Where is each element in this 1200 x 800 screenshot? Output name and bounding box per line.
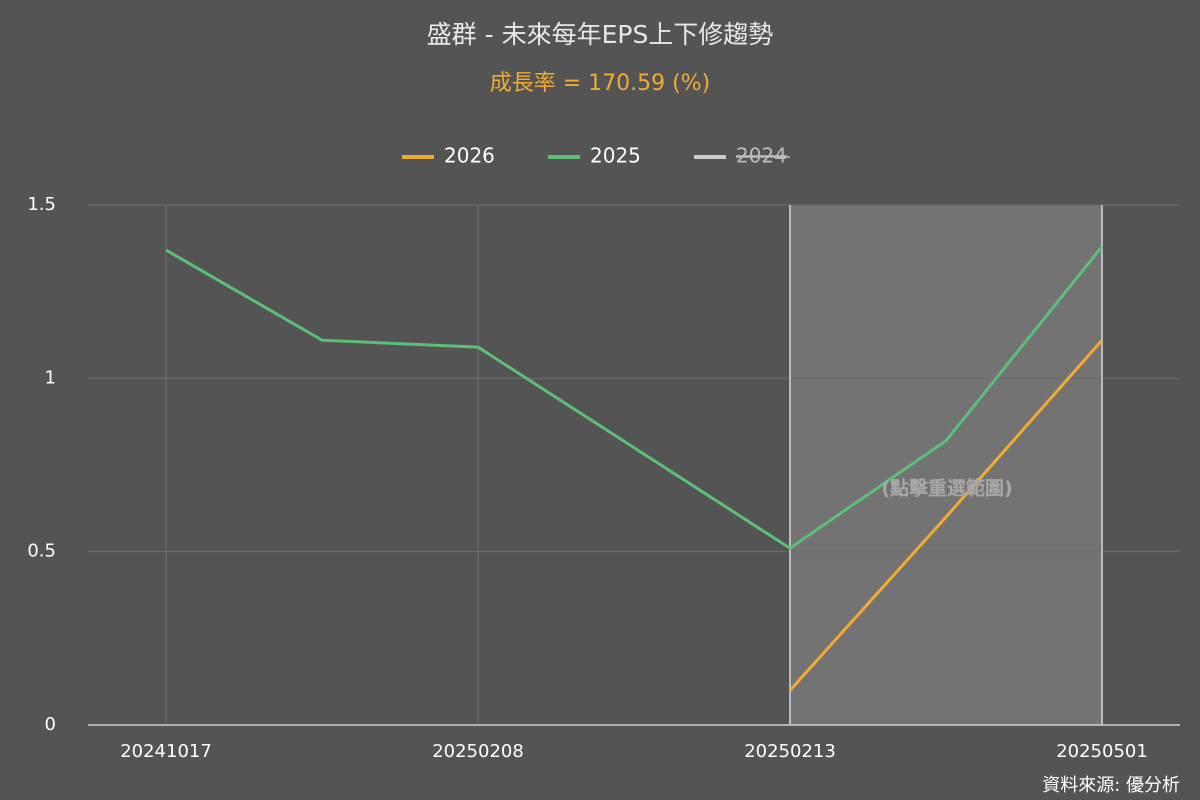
y-tick-label: 0.5 <box>27 541 56 562</box>
x-tick-label: 20250501 <box>1056 741 1148 762</box>
legend-label[interactable]: 2026 <box>444 144 495 168</box>
selection-label[interactable]: (點擊重選範圍) <box>881 477 1012 500</box>
x-tick-label: 20241017 <box>120 741 212 762</box>
y-tick-label: 1.5 <box>27 194 56 215</box>
legend-label[interactable]: 2025 <box>590 144 641 168</box>
y-tick-label: 0 <box>45 714 56 735</box>
source-note: 資料來源: 優分析 <box>1042 775 1180 796</box>
series-line <box>788 339 1104 692</box>
y-tick-label: 1 <box>45 367 56 388</box>
legend-label[interactable]: 2024 <box>736 144 787 168</box>
x-tick-label: 20250208 <box>432 741 524 762</box>
series-line <box>165 245 1104 551</box>
selection-region[interactable] <box>790 205 1102 725</box>
chart-subtitle: 成長率 = 170.59 (%) <box>490 71 710 96</box>
chart-title: 盛群 - 未來每年EPS上下修趨勢 <box>427 20 774 49</box>
x-tick-label: 20250213 <box>744 741 836 762</box>
